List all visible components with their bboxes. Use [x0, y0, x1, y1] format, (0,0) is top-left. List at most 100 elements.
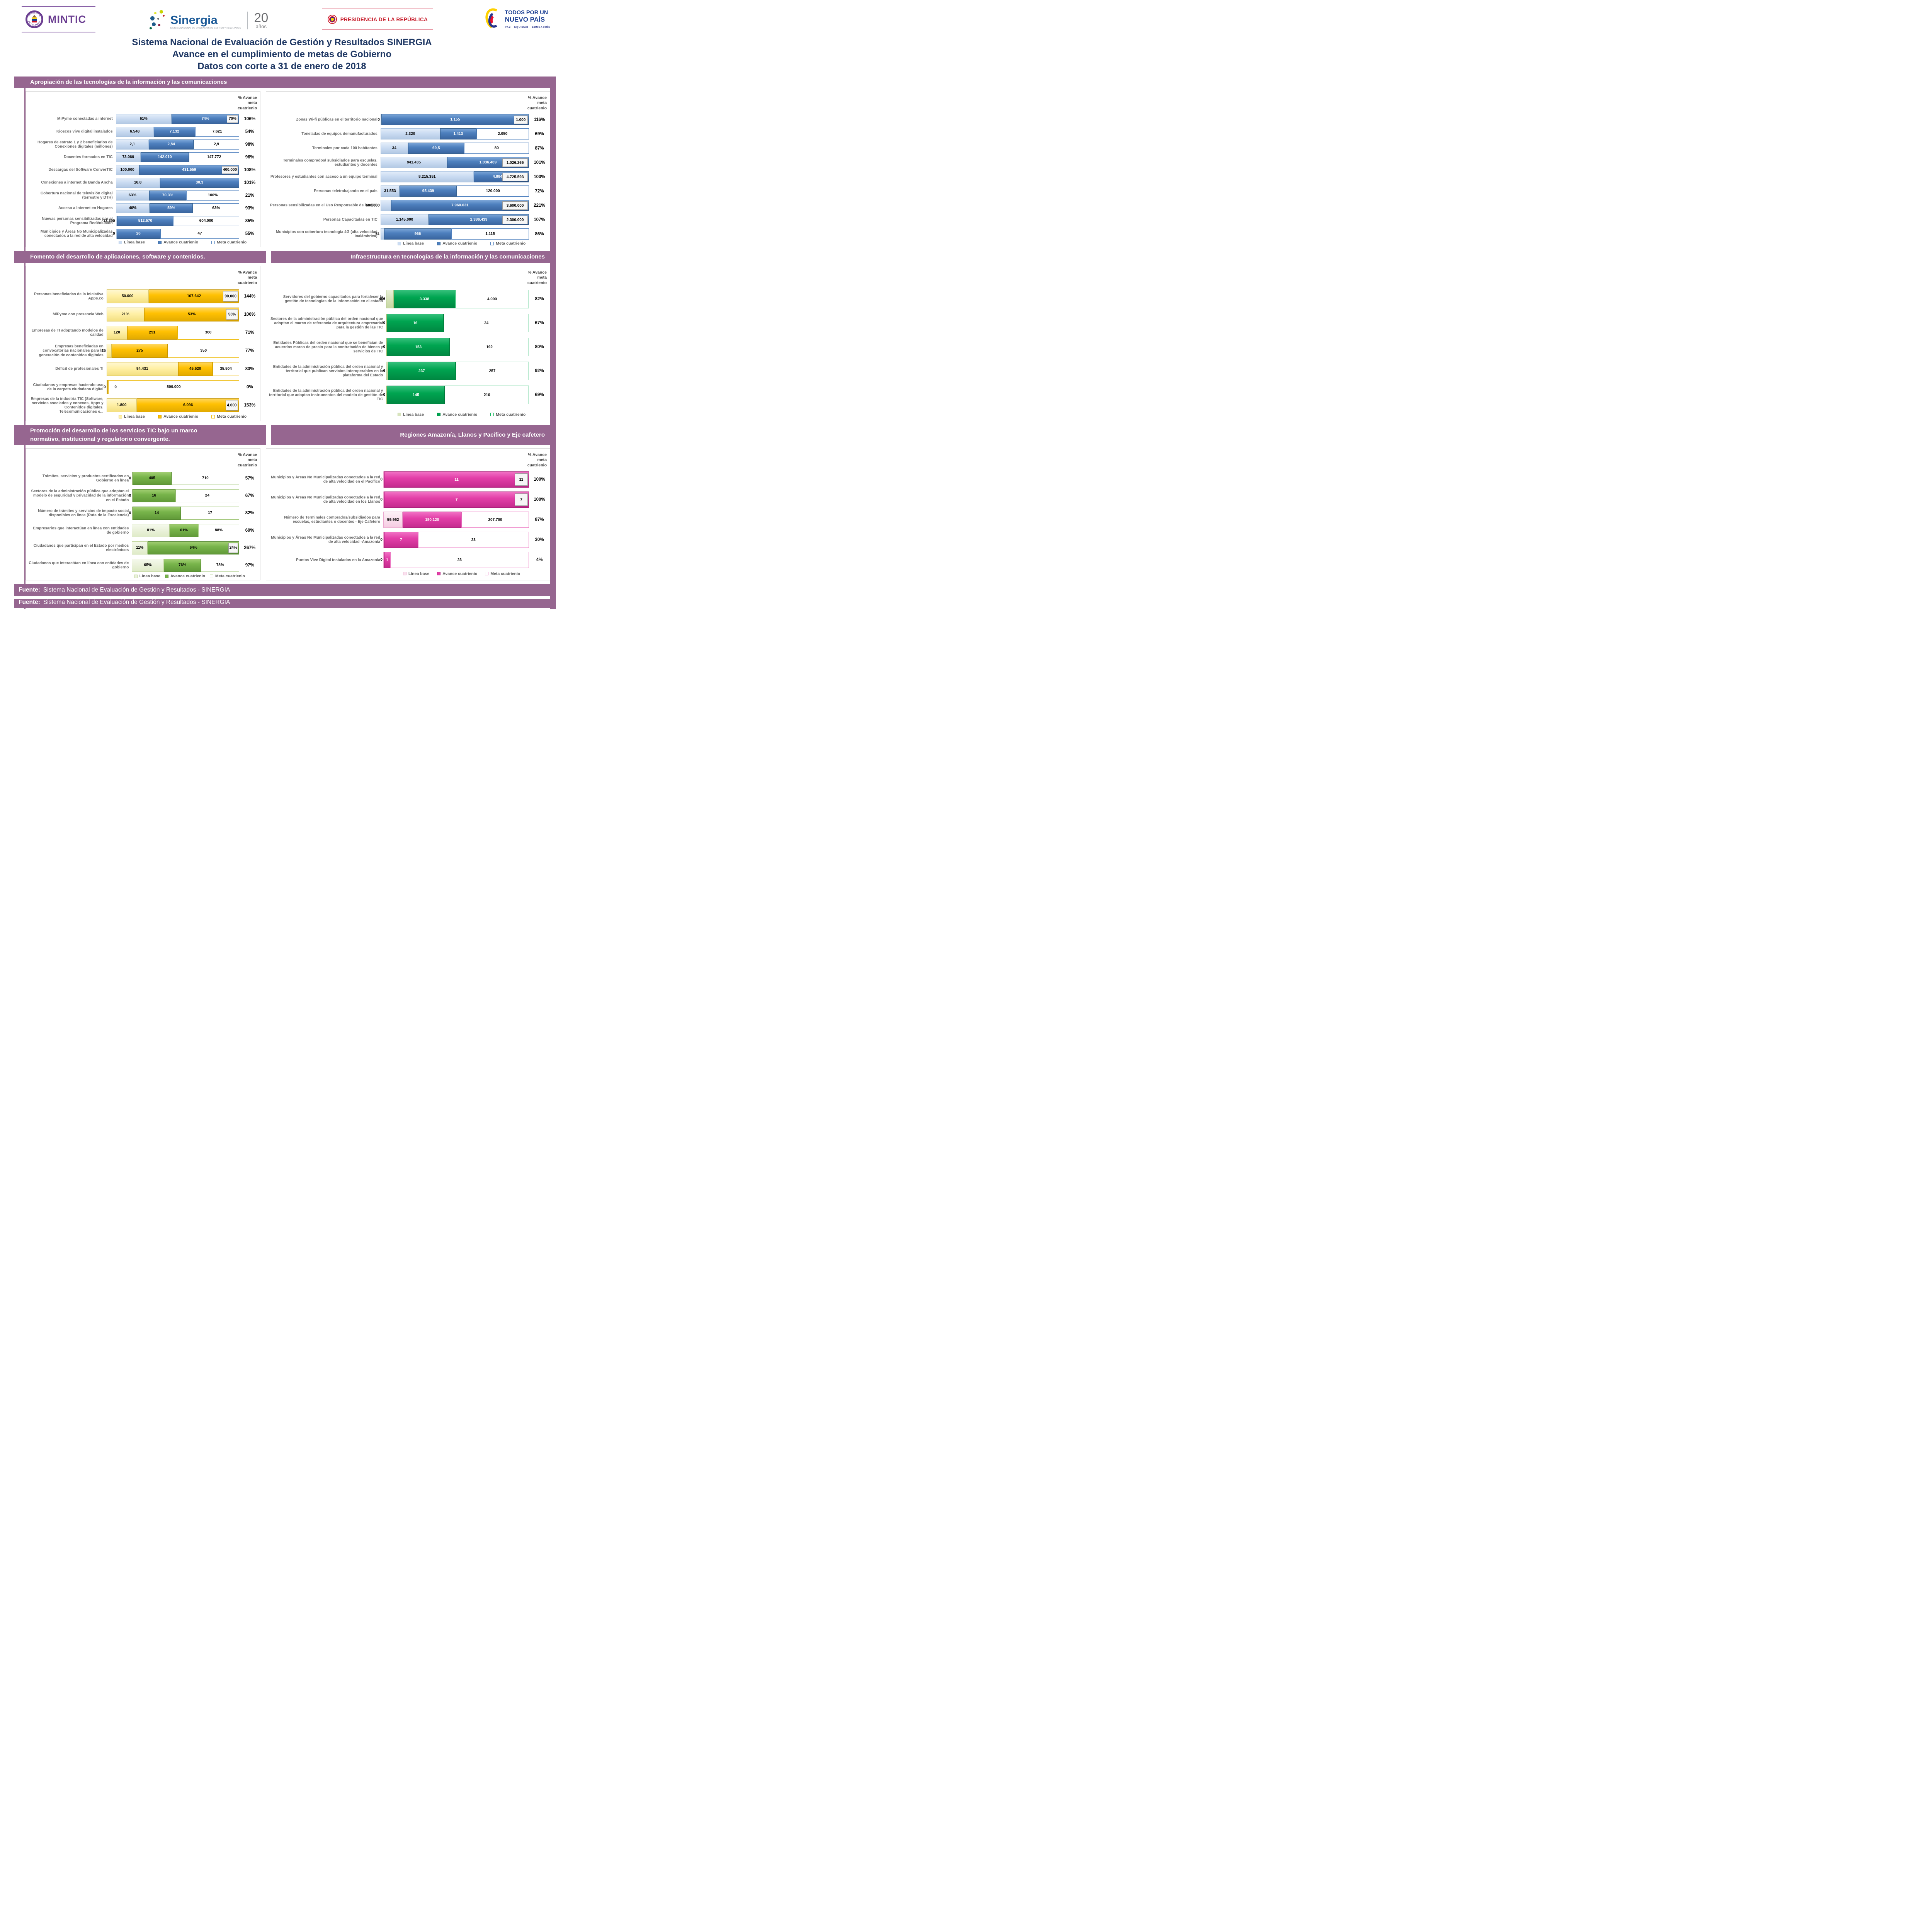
bar-area: 46% 59% 63% — [116, 203, 240, 213]
bar-value-label: 604.000 — [199, 219, 213, 223]
legend-item: Avance cuatrienio — [158, 240, 198, 245]
bar-value-label: 0 — [380, 558, 383, 562]
bar-value-label: 237 — [418, 369, 425, 373]
bar-value-label: 50% — [228, 312, 236, 317]
bar-value-label: 0 — [129, 511, 131, 515]
bar-value-label: 90.000 — [224, 294, 236, 299]
bar-value-label: 23 — [457, 558, 462, 562]
bar-value-label: 0 — [383, 321, 386, 325]
bar-value-label: 0 — [104, 385, 106, 389]
bar-area: 7.960.631 600.000 3.600.000 — [366, 200, 529, 211]
section-header-label: Regiones Amazonía, Llanos y Pacífico y E… — [400, 432, 545, 439]
legend-swatch-avance-cuatrienio — [437, 413, 441, 417]
bar-value-label: 76% — [179, 563, 187, 568]
chart-promocion: % Avance meta cuatrienio Trámites, servic… — [26, 448, 261, 580]
title-line-2: Avance en el cumplimiento de metas de Go… — [172, 49, 392, 60]
table-row: Servidores del gobierno capacitados para… — [269, 287, 548, 311]
row-label: Entidades Públicas del orden nacional qu… — [273, 340, 383, 354]
bar-value-label: 100.000 — [120, 168, 134, 172]
bar-segment-avance-cuatrienio: 6.096 — [137, 398, 240, 412]
bar-value-label: 1.413 — [453, 132, 463, 136]
bar-segment-linea-base: 1.145.000 — [380, 214, 429, 226]
bar-area: 2.320 1.413 2.050 — [380, 128, 529, 140]
bar-value-label: 70,3% — [162, 193, 173, 198]
bar-value-label: 59.952 — [387, 517, 399, 522]
bar-value-label: 2.300.000 — [506, 218, 524, 222]
bar-segment-linea-base: 120 — [106, 325, 128, 340]
legend-swatch-linea-base — [397, 413, 401, 417]
bar-value-label: 0 — [383, 345, 386, 349]
pct-avance-value: 93% — [245, 206, 254, 211]
bar-segment-meta-cuatrienio: 47 — [160, 228, 240, 239]
bar-segment-avance-cuatrienio: 7.132 — [153, 126, 195, 137]
stacked-bar: 145 210 0 — [383, 386, 529, 405]
meta-value-box: 50% — [226, 309, 238, 320]
bar-value-label: 2.050 — [498, 132, 508, 136]
bar-value-label: 7 — [455, 497, 458, 502]
bar-segment-linea-base — [386, 314, 387, 333]
row-label: Ciudadanos que participan en el Estado p… — [33, 543, 129, 552]
bar-value-label: 81% — [147, 528, 155, 533]
bar-value-label: 431.559 — [182, 168, 196, 172]
table-row: Descargas del Software ConverTIC 100.000 4… — [28, 163, 259, 176]
bar-value-label: 61% — [180, 528, 188, 533]
bar-segment-avance-cuatrienio: 26 — [116, 228, 160, 239]
legend-swatch-linea-base — [397, 242, 401, 245]
pct-avance-value: 0% — [246, 384, 253, 389]
bar-area: 16,8 30,3 — [116, 177, 240, 188]
table-row: Entidades de la administración pública d… — [269, 383, 548, 407]
bar-value-label: 257 — [489, 369, 496, 373]
row-label: Empresarios que interactúan en línea con… — [33, 526, 129, 535]
table-row: Hogares de estrato 1 y 2 beneficiarios d… — [28, 138, 259, 151]
bar-segment-linea-base: 59.952 — [383, 512, 403, 528]
bar-segment-linea-base — [386, 290, 394, 309]
meta-value-box: 7 — [515, 493, 528, 506]
bar-segment-linea-base — [383, 532, 384, 548]
table-row: Municipios con cobertura tecnología 4G (… — [269, 227, 548, 241]
legend: Línea base Avance cuatrienio Meta cuatrien… — [375, 412, 548, 418]
legend: Línea base Avance cuatrienio Meta cuatrien… — [121, 574, 259, 580]
legend-item: Meta cuatrienio — [211, 414, 247, 419]
seal-flag-yellow — [32, 17, 37, 19]
stacked-bar: 8.215.351 4.884.258 4.725.593 — [380, 171, 529, 183]
table-row: Municipios y Áreas No Municipalizadas co… — [269, 530, 548, 550]
pct-avance-value: 55% — [245, 231, 254, 236]
row-label: Sectores de la administración pública de… — [270, 316, 383, 330]
legend-item: Línea base — [118, 414, 145, 419]
mintic-logo: REPÚBLICA DE COLOMBIA MINTIC — [22, 6, 95, 32]
bar-value-label: 8.215.351 — [418, 175, 436, 179]
sinergia-dots-icon — [149, 9, 167, 29]
bar-value-label: 2.320 — [405, 132, 415, 136]
bar-segment-linea-base — [383, 492, 384, 508]
bar-value-label: 107.642 — [187, 294, 201, 299]
bar-value-label: 6.548 — [130, 129, 140, 134]
nuevo-pais-swoosh-icon — [482, 6, 506, 32]
bar-area: 1.155 0 1.000 — [378, 114, 529, 126]
pct-avance-value: 92% — [535, 369, 544, 374]
row-label: Docentes formados en TIC — [63, 155, 113, 160]
bar-value-label: 1.115 — [485, 232, 495, 236]
bar-segment-linea-base: 841.435 — [380, 157, 447, 168]
bar-value-label: 2.386.439 — [470, 218, 488, 222]
bar-segment-meta-cuatrienio: 210 — [445, 386, 529, 405]
row-label: MiPyme con presencia Web — [53, 312, 104, 317]
page-title: Sistema Nacional de Evaluación de Gestió… — [0, 36, 564, 73]
bar-value-label: 0 — [378, 117, 380, 122]
bar-value-label: 78% — [216, 563, 224, 568]
bar-area: 7 23 0 — [380, 532, 529, 548]
row-label: Municipios y Áreas No Municipalizadas co… — [271, 536, 380, 544]
bar-value-label: 6.096 — [183, 403, 193, 408]
chart-rows: Personas beneficiadas de la Iniciativa A… — [28, 287, 259, 414]
bar-segment-avance-cuatrienio: 64% — [148, 541, 240, 554]
table-row: Personas sensibilizadas en el Uso Respon… — [269, 198, 548, 213]
meta-value-box: 2.300.000 — [502, 215, 528, 224]
bar-value-label: 966 — [414, 232, 421, 236]
table-row: Toneladas de equipos demanufacturados 2.3… — [269, 127, 548, 141]
bar-value-label: 46% — [129, 206, 137, 211]
table-row: Sectores de la administración pública qu… — [28, 487, 259, 504]
bar-segment-avance-cuatrienio: 69,5 — [408, 143, 464, 154]
bar-segment-avance-cuatrienio: 145 — [387, 386, 445, 405]
legend-label: Meta cuatrienio — [496, 241, 526, 246]
legend-item: Avance cuatrienio — [165, 574, 205, 578]
row-label: Nuevas personas sensibilizadas por el Pr… — [42, 216, 113, 225]
